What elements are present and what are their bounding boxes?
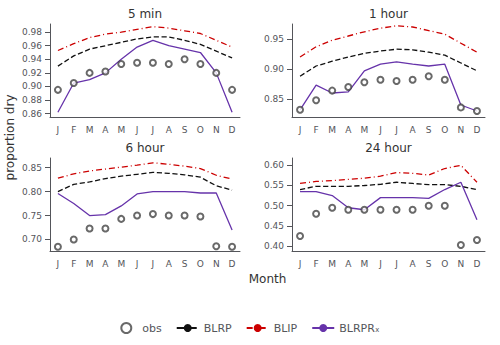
svg-text:M: M <box>328 125 336 135</box>
svg-text:0.96: 0.96 <box>22 41 42 51</box>
svg-text:A: A <box>166 259 173 269</box>
svg-text:0.55: 0.55 <box>264 180 284 190</box>
svg-text:O: O <box>441 125 448 135</box>
svg-text:M: M <box>86 125 94 135</box>
svg-text:J: J <box>135 125 139 135</box>
svg-text:0.50: 0.50 <box>264 201 284 211</box>
svg-text:F: F <box>71 259 76 269</box>
svg-text:J: J <box>151 259 155 269</box>
svg-text:6 hour: 6 hour <box>126 141 165 155</box>
svg-text:A: A <box>166 125 173 135</box>
svg-text:J: J <box>56 259 60 269</box>
svg-text:0.88: 0.88 <box>22 95 42 105</box>
svg-text:S: S <box>182 125 188 135</box>
svg-text:J: J <box>151 125 155 135</box>
svg-text:obs: obs <box>142 322 162 335</box>
svg-text:M: M <box>86 259 94 269</box>
svg-text:O: O <box>197 259 204 269</box>
svg-text:S: S <box>426 259 432 269</box>
svg-text:Month: Month <box>249 272 287 286</box>
svg-text:J: J <box>378 259 382 269</box>
svg-text:0.86: 0.86 <box>22 109 42 119</box>
svg-text:J: J <box>394 125 398 135</box>
svg-text:D: D <box>473 259 480 269</box>
svg-text:0.45: 0.45 <box>264 221 284 231</box>
svg-text:O: O <box>441 259 448 269</box>
svg-text:A: A <box>345 259 352 269</box>
svg-text:BLRP: BLRP <box>204 322 232 335</box>
svg-text:0.90: 0.90 <box>22 81 42 91</box>
svg-text:0.94: 0.94 <box>22 54 42 64</box>
svg-text:0.92: 0.92 <box>22 68 42 78</box>
svg-text:24 hour: 24 hour <box>365 141 412 155</box>
svg-text:0.80: 0.80 <box>22 187 42 197</box>
svg-text:F: F <box>314 259 319 269</box>
svg-text:A: A <box>410 125 417 135</box>
svg-text:0.70: 0.70 <box>22 234 42 244</box>
svg-text:0.85: 0.85 <box>22 163 42 173</box>
svg-text:N: N <box>458 259 465 269</box>
svg-text:0.75: 0.75 <box>22 211 42 221</box>
svg-text:BLRPRₓ: BLRPRₓ <box>339 322 380 335</box>
svg-text:M: M <box>360 125 368 135</box>
svg-text:F: F <box>71 125 76 135</box>
svg-text:0.60: 0.60 <box>264 160 284 170</box>
svg-text:J: J <box>394 259 398 269</box>
svg-text:0.40: 0.40 <box>264 241 284 251</box>
svg-text:N: N <box>213 125 220 135</box>
svg-text:1 hour: 1 hour <box>369 7 408 21</box>
svg-text:M: M <box>360 259 368 269</box>
svg-text:0.95: 0.95 <box>264 34 284 44</box>
svg-text:A: A <box>410 259 417 269</box>
svg-text:0.85: 0.85 <box>264 94 284 104</box>
svg-text:A: A <box>345 125 352 135</box>
svg-text:M: M <box>117 125 125 135</box>
svg-text:N: N <box>458 125 465 135</box>
svg-text:O: O <box>197 125 204 135</box>
svg-text:BLIP: BLIP <box>274 322 298 335</box>
svg-text:F: F <box>314 125 319 135</box>
svg-text:S: S <box>182 259 188 269</box>
svg-text:0.90: 0.90 <box>264 64 284 74</box>
svg-text:proportion dry: proportion dry <box>3 95 17 181</box>
svg-text:5 min: 5 min <box>128 7 162 21</box>
svg-text:0.98: 0.98 <box>22 27 42 37</box>
svg-text:J: J <box>135 259 139 269</box>
svg-text:M: M <box>328 259 336 269</box>
svg-text:A: A <box>102 259 109 269</box>
svg-text:A: A <box>102 125 109 135</box>
svg-text:J: J <box>298 259 302 269</box>
svg-text:J: J <box>298 125 302 135</box>
svg-text:D: D <box>229 125 236 135</box>
svg-text:J: J <box>378 125 382 135</box>
svg-text:N: N <box>213 259 220 269</box>
svg-text:D: D <box>473 125 480 135</box>
svg-text:M: M <box>117 259 125 269</box>
svg-text:S: S <box>426 125 432 135</box>
svg-text:D: D <box>229 259 236 269</box>
svg-text:J: J <box>56 125 60 135</box>
